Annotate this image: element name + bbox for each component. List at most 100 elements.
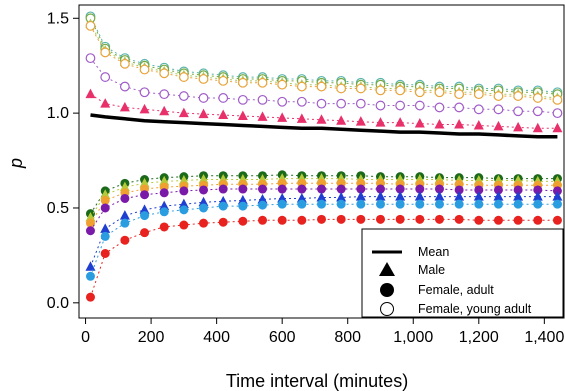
data-point: [119, 81, 130, 92]
series-9: [85, 184, 562, 236]
data-point: [356, 199, 366, 209]
data-point: [238, 216, 248, 226]
data-point: [178, 107, 189, 118]
data-point: [257, 77, 268, 88]
data-point: [513, 91, 524, 101]
x-tick-label: 800: [334, 329, 361, 346]
data-point: [513, 185, 523, 195]
data-point: [415, 199, 425, 209]
x-tick-label: 400: [203, 329, 230, 346]
data-point: [297, 215, 307, 225]
data-point: [120, 193, 130, 203]
data-point: [140, 190, 150, 200]
data-point: [454, 214, 464, 224]
data-point: [119, 210, 130, 220]
y-tick-label: 0.5: [47, 200, 69, 217]
data-point: [257, 193, 268, 204]
data-point: [140, 228, 150, 238]
data-point: [336, 184, 346, 194]
data-point: [493, 215, 503, 225]
data-point: [355, 116, 366, 126]
data-point: [119, 181, 130, 192]
data-point: [85, 88, 96, 99]
legend-label-mean: Mean: [418, 245, 449, 259]
data-point: [532, 191, 543, 201]
data-point: [493, 185, 503, 195]
data-point: [552, 122, 563, 133]
data-point: [414, 118, 425, 128]
data-point: [355, 191, 366, 201]
data-point: [237, 110, 248, 120]
data-point: [474, 215, 484, 225]
data-point: [552, 186, 562, 196]
data-point: [533, 199, 543, 209]
data-point: [198, 108, 209, 119]
data-point: [120, 235, 130, 245]
data-point: [296, 81, 307, 92]
data-point: [395, 184, 405, 194]
y-axis: 0.0 0.5 1.0 1.5: [47, 10, 79, 312]
data-point: [178, 91, 189, 101]
data-point: [375, 191, 386, 201]
x-tick-label: 1,200: [459, 329, 499, 346]
data-point: [100, 231, 110, 241]
data-point: [552, 191, 563, 201]
data-point: [218, 184, 228, 194]
y-axis-title: p: [6, 158, 26, 169]
plot-frame: [78, 4, 565, 319]
data-point: [277, 79, 288, 90]
data-point: [513, 106, 524, 117]
data-point: [375, 199, 385, 209]
data-point: [336, 115, 347, 125]
x-axis-title: Time interval (minutes): [226, 371, 408, 391]
data-point: [414, 100, 425, 111]
data-point: [159, 222, 169, 232]
data-point: [375, 117, 386, 127]
data-point: [316, 81, 327, 92]
data-point: [85, 261, 96, 271]
data-point: [395, 85, 406, 96]
data-point: [316, 192, 327, 202]
series-11: [85, 199, 562, 281]
data-point: [178, 174, 189, 185]
data-point: [179, 205, 189, 215]
data-point: [454, 191, 465, 201]
y-tick-label: 1.5: [47, 10, 69, 27]
data-point: [238, 184, 248, 194]
data-point: [218, 201, 228, 211]
data-point: [296, 96, 307, 107]
data-point: [100, 47, 111, 58]
data-point: [434, 214, 444, 224]
data-point: [415, 214, 425, 224]
data-point: [277, 192, 288, 203]
data-point: [375, 184, 385, 194]
data-point: [199, 218, 209, 228]
data-point: [473, 89, 484, 100]
data-point: [395, 117, 406, 127]
data-point: [237, 194, 248, 205]
data-point: [100, 189, 111, 199]
data-point: [434, 191, 445, 201]
data-point: [85, 20, 96, 31]
data-point: [178, 198, 189, 209]
data-point: [395, 191, 406, 201]
data-point: [493, 104, 504, 115]
x-tick-label: 1,400: [524, 329, 564, 346]
data-point: [336, 199, 346, 209]
data-point: [257, 111, 268, 121]
data-point: [296, 113, 307, 123]
data-point: [336, 214, 346, 224]
data-point: [100, 195, 110, 205]
data-point: [100, 72, 111, 82]
data-point: [552, 199, 562, 209]
data-point: [85, 53, 96, 64]
data-point: [159, 89, 170, 100]
data-point: [532, 122, 543, 133]
data-point: [297, 199, 307, 209]
data-point: [395, 214, 405, 224]
data-point: [317, 199, 326, 209]
data-point: [139, 177, 150, 188]
data-point: [493, 91, 504, 101]
series-12: [85, 214, 562, 302]
